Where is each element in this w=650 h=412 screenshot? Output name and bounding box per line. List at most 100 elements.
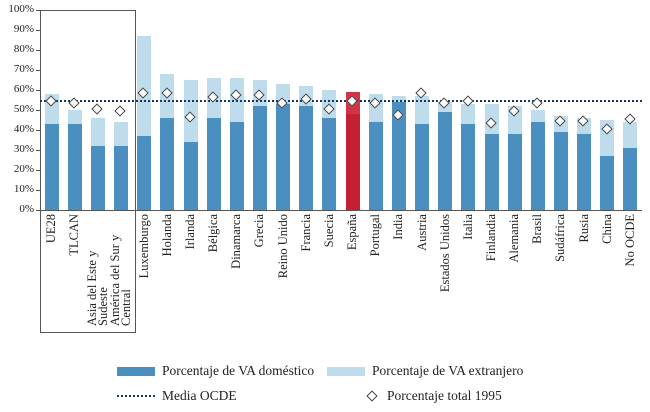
legend-label-media-ocde: Media OCDE	[162, 388, 237, 403]
foreign-color-swatch	[327, 366, 365, 376]
bar-segment-foreign	[623, 122, 638, 148]
x-axis-label-slot: Rusia	[573, 214, 596, 336]
bar-segment-domestic	[391, 102, 406, 210]
y-axis-tick-label: 40%	[13, 123, 34, 135]
bar-segment-domestic	[183, 142, 198, 210]
y-axis-tickmark	[36, 110, 40, 111]
x-axis-label: Portugal	[368, 214, 383, 257]
bar-segment-domestic	[67, 124, 82, 210]
bar-segment-domestic	[438, 112, 453, 210]
y-axis-tick-label: 0%	[19, 203, 34, 215]
x-axis-label-slot: América del Sur y Central	[108, 214, 134, 336]
x-axis-label-slot: Asia del Este y Sudeste	[84, 214, 110, 336]
x-axis-label: Holanda	[159, 214, 174, 257]
x-axis-label-slot: India	[387, 214, 410, 336]
bar-segment-foreign	[114, 122, 129, 146]
x-axis-label-slot: Bélgica	[202, 214, 225, 336]
bar-segment-domestic	[507, 134, 522, 210]
x-axis-label-slot: Suecia	[318, 214, 341, 336]
dotted-line-sample	[117, 395, 155, 397]
y-axis-tick-label: 10%	[13, 183, 34, 195]
x-axis-label: China	[599, 214, 614, 244]
x-axis-label: India	[391, 214, 406, 240]
media-ocde-line	[40, 100, 642, 102]
y-axis-tickmark	[36, 190, 40, 191]
x-axis-label-slot: Estados Unidos	[434, 214, 457, 336]
y-axis-tickmark	[36, 170, 40, 171]
legend-label-total-1995: Porcentaje total 1995	[387, 388, 502, 403]
x-axis-label-slot: China	[596, 214, 619, 336]
x-axis-label: América del Sur y Central	[108, 234, 134, 326]
x-axis-label-slot: Dinamarca	[225, 214, 248, 336]
y-axis-tick-label: 80%	[13, 43, 34, 55]
x-axis-label-slot: UE28	[40, 214, 63, 336]
y-axis-tick-label: 50%	[13, 103, 34, 115]
x-axis-label: Estados Unidos	[437, 214, 452, 293]
x-axis-label-slot: Alemania	[503, 214, 526, 336]
y-axis-tickmark	[36, 10, 40, 11]
bar-segment-domestic	[114, 146, 129, 210]
x-axis-label-slot: Austria	[410, 214, 433, 336]
y-axis-tick-label: 90%	[13, 23, 34, 35]
bar-segment-domestic	[322, 118, 337, 210]
bar-segment-domestic	[206, 118, 221, 210]
bar-segment-domestic	[90, 146, 105, 210]
x-axis-label-slot: Reino Unido	[272, 214, 295, 336]
legend-item-total-1995: Porcentaje total 1995	[364, 388, 502, 404]
bar-segment-domestic	[252, 106, 267, 210]
x-axis-label-slot: Finlandia	[480, 214, 503, 336]
x-axis-label: No OCDE	[622, 214, 637, 267]
bar-segment-foreign	[137, 36, 152, 136]
bar-segment-domestic	[577, 134, 592, 210]
legend-label-domestic: Porcentaje de VA doméstico	[162, 363, 315, 378]
y-axis-tick-label: 60%	[13, 83, 34, 95]
y-axis-tick-label: 100%	[8, 3, 34, 15]
x-axis-label-slot: TLCAN	[63, 214, 86, 336]
x-axis-label: Italia	[460, 214, 475, 240]
x-axis-label: Asia del Este y Sudeste	[84, 250, 110, 326]
x-axis-label: Luxemburgo	[136, 214, 151, 279]
x-axis-label-slot: Brasil	[526, 214, 549, 336]
bar-segment-domestic	[160, 118, 175, 210]
y-axis-tick-label: 20%	[13, 163, 34, 175]
bar-segment-foreign	[461, 104, 476, 124]
bar-segment-foreign	[415, 96, 430, 124]
x-axis-label: UE28	[44, 214, 59, 244]
x-axis-label: Rusia	[576, 214, 591, 243]
diamond-marker-icon	[366, 390, 378, 402]
bar-segment-foreign	[183, 80, 198, 142]
legend-label-foreign: Porcentaje de VA extranjero	[372, 363, 524, 378]
x-axis-label: TLCAN	[67, 214, 82, 256]
bar-segment-foreign	[67, 110, 82, 124]
x-axis-label: Finlandia	[483, 214, 498, 262]
bar-segment-domestic	[137, 136, 152, 210]
x-axis-label-slot: Francia	[295, 214, 318, 336]
bar-segment-foreign	[391, 96, 406, 102]
x-axis-line	[40, 210, 642, 211]
x-axis-label-slot: Luxemburgo	[133, 214, 156, 336]
x-axis-label: Irlanda	[182, 214, 197, 250]
y-axis-tick-label: 70%	[13, 63, 34, 75]
x-axis-label: Reino Unido	[275, 214, 290, 279]
bar-segment-foreign	[90, 118, 105, 146]
bar-segment-domestic	[299, 106, 314, 210]
x-axis-label-slot: Sudáfrica	[549, 214, 572, 336]
bar-segment-domestic	[276, 104, 291, 210]
x-axis-label: Suecia	[321, 214, 336, 248]
bar-segment-domestic	[368, 122, 383, 210]
domestic-color-swatch	[117, 366, 155, 376]
legend-item-media-ocde: Media OCDE	[117, 388, 237, 404]
bar-segment-domestic	[600, 156, 615, 210]
x-axis-label: Grecia	[252, 214, 267, 248]
bar-segment-domestic	[44, 124, 59, 210]
y-axis-tickmark	[36, 90, 40, 91]
bar-segment-domestic	[461, 124, 476, 210]
x-axis-label-slot: España	[341, 214, 364, 336]
x-axis-label: Brasil	[530, 214, 545, 244]
legend-item-foreign: Porcentaje de VA extranjero	[327, 363, 523, 379]
x-axis-label: Dinamarca	[229, 214, 244, 269]
regions-group-box	[40, 10, 136, 333]
y-axis-tickmark	[36, 210, 40, 211]
x-axis-label: Francia	[298, 214, 313, 252]
bar-segment-domestic	[415, 124, 430, 210]
